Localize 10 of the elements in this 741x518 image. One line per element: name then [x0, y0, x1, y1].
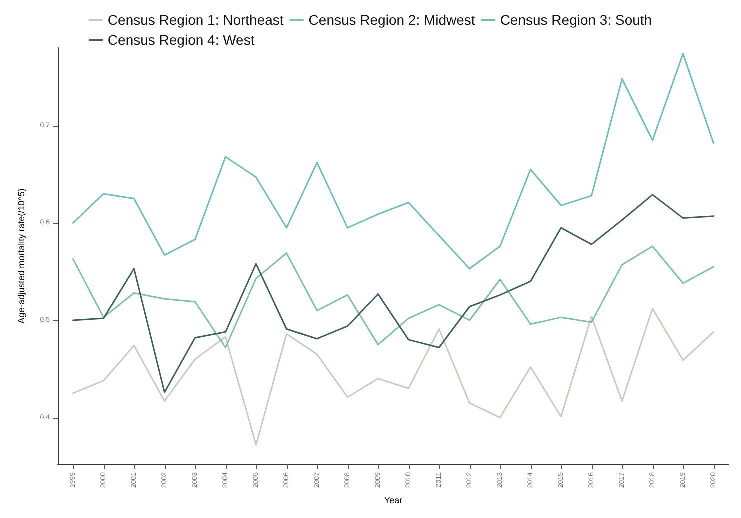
legend-label: Census Region 3: South: [500, 12, 652, 28]
legend-label: Census Region 4: West: [108, 32, 255, 48]
line-series: [72, 308, 714, 446]
line-series: [72, 246, 714, 348]
line-series: [72, 53, 714, 270]
legend-label: Census Region 2: Midwest: [308, 12, 476, 28]
y-axis-title: Age-adjusted mortality rate(/10^5): [16, 188, 26, 324]
line-series: [72, 194, 714, 394]
legend-label: Census Region 1: Northeast: [108, 12, 284, 28]
x-axis-title: Year: [384, 496, 403, 506]
